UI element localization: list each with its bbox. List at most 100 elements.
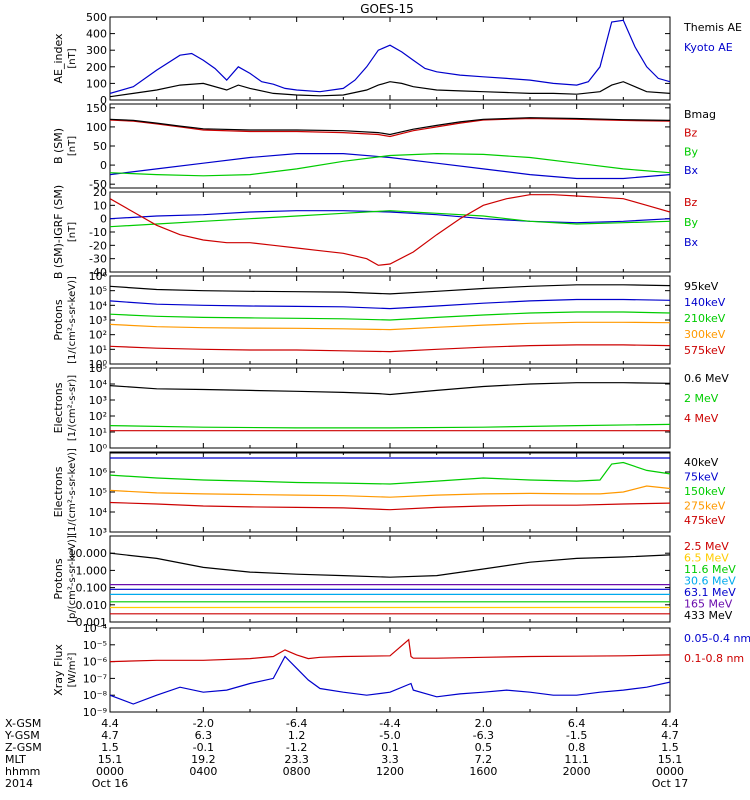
x-axis-value: 0.1 <box>381 741 399 754</box>
panel-2: -50 0 50 100 150 B (SM) [nT] Bmag Bz By Bx <box>52 102 716 191</box>
panel-frame <box>109 535 671 623</box>
y-tick-label: 1.000 <box>76 564 108 577</box>
series-line-3-2 <box>110 210 670 228</box>
legend-entry: 2 MeV <box>684 392 719 405</box>
x-axis-row-label: hhmm <box>5 765 40 778</box>
panel-frame <box>109 627 671 713</box>
series-line-1-2 <box>110 81 670 98</box>
y-tick-label: -30 <box>89 253 107 266</box>
y-tick-label: 0 <box>100 159 107 172</box>
legend-entry: 165 MeV <box>684 597 733 610</box>
y-tick-label: 500 <box>86 11 107 24</box>
y-tick-label: 10⁻⁴ <box>83 622 108 635</box>
y-tick-label: 10² <box>89 410 107 423</box>
panel-frame <box>109 191 671 273</box>
x-axis-value: 23.3 <box>284 753 309 766</box>
y-tick-label: 0.100 <box>76 582 108 595</box>
panel-6: 10³ 10⁴ 10⁵ 10⁶ Electrons [1/(cm²-s-sr-keV)] 4… <box>52 448 726 539</box>
legend-entry: Bmag <box>684 108 716 121</box>
x-axis-row-label: 2014 <box>5 777 33 790</box>
series-line-6-3 <box>110 461 670 485</box>
series-line-4-5 <box>110 284 670 295</box>
series-line-6-1 <box>110 501 670 511</box>
y-axis-label: Electrons <box>52 466 65 517</box>
legend-entry: 275keV <box>684 500 726 513</box>
legend-entry: 40keV <box>684 456 719 469</box>
panel-frame <box>109 451 671 533</box>
y-axis-unit: [1/(cm²-s-sr-keV)] <box>67 276 78 364</box>
panel-8: 10⁻⁹ 10⁻⁸ 10⁻⁷ 10⁻⁶ 10⁻⁵ 10⁻⁴ Xray Flux [W/m²] 0… <box>52 622 750 719</box>
x-axis-value: 2.0 <box>475 717 493 730</box>
series-line-5-2 <box>110 423 670 429</box>
y-tick-label: 10³ <box>89 394 107 407</box>
x-axis-row-label: MLT <box>5 753 26 766</box>
y-tick-label: 0.001 <box>76 616 108 629</box>
legend-entry: Bz <box>684 127 698 140</box>
x-axis-table: X-GSMY-GSMZ-GSMMLThhmm20144.44.71.515.10… <box>4 717 688 790</box>
y-tick-label: 0.010 <box>76 599 108 612</box>
legend-entry: 140keV <box>684 296 726 309</box>
x-axis-value: 0800 <box>283 765 311 778</box>
series-line-4-1 <box>110 344 670 353</box>
series-line-2-3 <box>110 117 670 138</box>
legend-entry: 210keV <box>684 312 726 325</box>
y-axis-unit: [p/(cm²-s-sr-keV)] <box>67 535 78 623</box>
y-tick-label: -40 <box>89 266 107 279</box>
x-axis-value: 0.8 <box>568 741 586 754</box>
legend-entry: 0.6 MeV <box>684 372 729 385</box>
x-axis-value: 6.3 <box>195 729 213 742</box>
y-tick-label: 100 <box>86 121 107 134</box>
y-axis-unit: [nT] <box>67 48 78 68</box>
legend-entry: 475keV <box>684 514 726 527</box>
legend-entry: 4 MeV <box>684 412 719 425</box>
y-tick-label: 10¹ <box>89 426 107 439</box>
x-axis-value: 6.4 <box>568 717 586 730</box>
y-tick-label: 10⁴ <box>89 506 108 519</box>
y-tick-label: 100 <box>86 77 107 90</box>
y-axis-unit: [nT] <box>67 136 78 156</box>
x-axis-value: Oct 17 <box>652 777 689 790</box>
y-axis-unit: [nT] <box>67 222 78 242</box>
x-axis-value: 2000 <box>563 765 591 778</box>
x-axis-value: 1.2 <box>288 729 306 742</box>
y-tick-label: 10⁻⁸ <box>83 689 108 702</box>
x-axis-value: -1.2 <box>286 741 307 754</box>
y-tick-label: 10⁻⁷ <box>83 672 107 685</box>
legend-entry: 433 MeV <box>684 609 733 622</box>
y-tick-label: 300 <box>86 44 107 57</box>
y-axis-label: Protons <box>52 299 65 340</box>
legend-entry: Bx <box>684 164 699 177</box>
x-axis-value: -0.1 <box>193 741 214 754</box>
y-tick-label: 10⁻⁵ <box>83 639 107 652</box>
x-axis-row-label: X-GSM <box>5 717 41 730</box>
x-axis-value: 15.1 <box>98 753 123 766</box>
x-axis-value: 4.7 <box>661 729 679 742</box>
legend-entry: Kyoto AE <box>684 41 733 54</box>
y-axis-label: AE_index <box>52 33 65 84</box>
x-axis-value: 0000 <box>656 765 684 778</box>
legend-entry: By <box>684 216 699 229</box>
legend-entry: 30.6 MeV <box>684 574 736 587</box>
y-tick-label: 10⁵ <box>89 486 107 499</box>
y-tick-label: -20 <box>89 239 107 252</box>
panel-frame <box>109 16 671 101</box>
y-tick-label: 10.000 <box>69 547 108 560</box>
legend-entry: 575keV <box>684 344 726 357</box>
series-line-5-3 <box>110 382 670 396</box>
y-tick-label: 10⁴ <box>89 299 108 312</box>
y-tick-label: 0 <box>100 213 107 226</box>
legend-entry: Bx <box>684 236 699 249</box>
panel-7: 0.001 0.010 0.100 1.000 10.000 Protons [p/(cm²… <box>52 535 736 629</box>
y-axis-unit: [W/m²] <box>67 652 78 687</box>
y-tick-label: 200 <box>86 61 107 74</box>
x-axis-value: -6.4 <box>286 717 307 730</box>
x-axis-value: 15.1 <box>658 753 683 766</box>
series-line-3-3 <box>110 194 670 266</box>
series-line-7-1 <box>110 552 670 578</box>
y-tick-label: 10⁰ <box>89 442 108 455</box>
legend-entry: 150keV <box>684 485 726 498</box>
y-tick-label: 10⁶ <box>89 466 108 479</box>
x-axis-value: 0.5 <box>475 741 493 754</box>
